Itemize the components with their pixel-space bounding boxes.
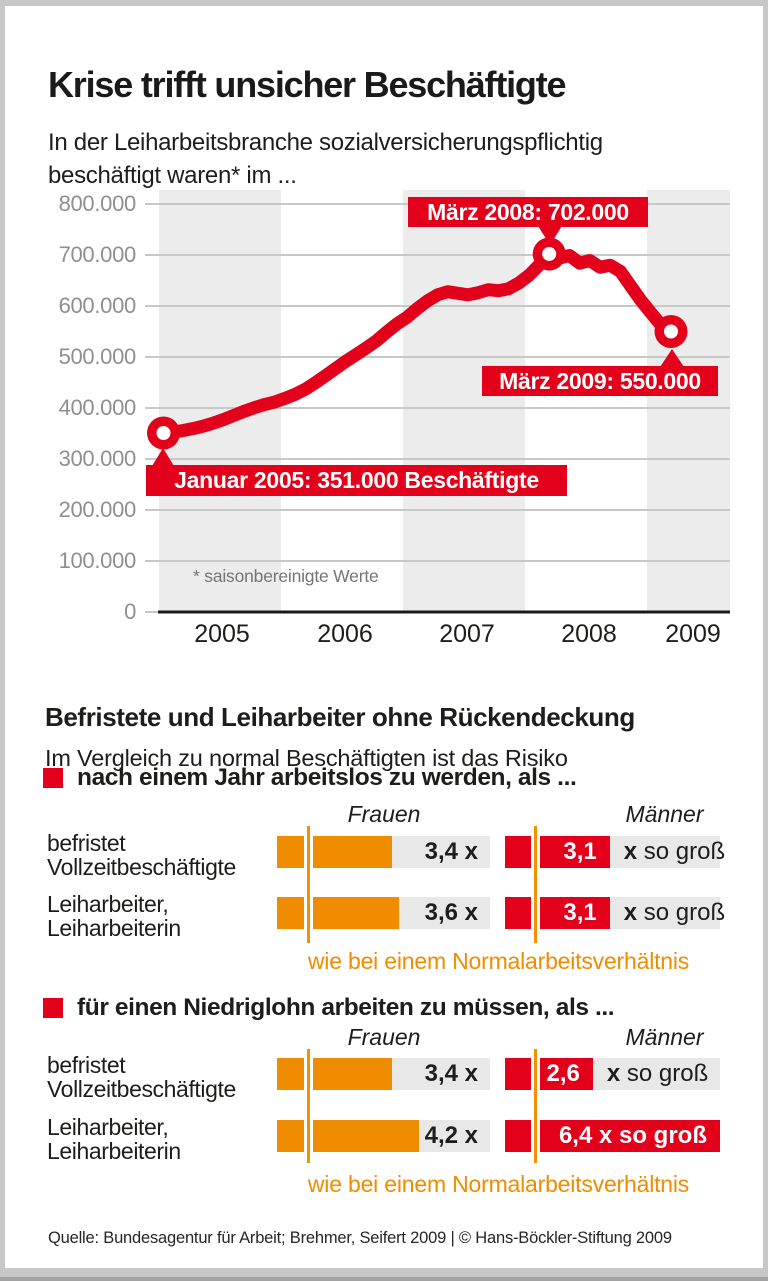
- page-title: Krise trifft unsicher Beschäftigte: [48, 64, 567, 106]
- bar-value: 3,1: [563, 838, 597, 865]
- reference-caption: wie bei einem Normalarbeitsverhältnis: [307, 1171, 690, 1197]
- bar-fill: [277, 1120, 419, 1152]
- subtitle-line-2: beschäftigt waren* im ...: [48, 161, 297, 189]
- column-header-frauen: Frauen: [347, 801, 421, 827]
- risk-section-intro: Im Vergleich zu normal Beschäftigten ist…: [45, 744, 568, 771]
- row-label: befristet Vollzeitbeschäftigte: [47, 1052, 236, 1102]
- annotation-pointer-icon: [538, 226, 562, 245]
- bar-fill: [505, 1120, 720, 1152]
- annotation-label: Januar 2005: 351.000 Beschäftigte: [174, 467, 539, 493]
- y-axis-tick-label: 100.000: [58, 548, 137, 573]
- reference-line-1x: [531, 1049, 540, 1163]
- risk-bar-maenner: 3,1 x so groß: [505, 836, 725, 868]
- bar-value: 3,4 x: [424, 838, 478, 865]
- x-axis-year-label: 2008: [561, 620, 617, 648]
- bar-value: 2,6: [546, 1060, 580, 1087]
- y-axis-tick-label: 400.000: [58, 395, 137, 420]
- x-axis-year-label: 2006: [317, 620, 373, 648]
- annotation-januar-2005: Januar 2005: 351.000 Beschäftigte: [146, 448, 567, 496]
- annotation-pointer-icon: [660, 349, 684, 367]
- red-square-bullet-icon: [43, 998, 63, 1018]
- risk-bullet-1: nach einem Jahr arbeitslos zu werden, al…: [77, 764, 577, 791]
- source-credit: Quelle: Bundesagentur für Arbeit; Brehme…: [48, 1229, 672, 1247]
- chart-footnote: * saisonbereinigte Werte: [193, 566, 379, 586]
- y-axis-tick-label: 600.000: [58, 293, 137, 318]
- column-header-maenner: Männer: [625, 1024, 704, 1050]
- bar-fill: [277, 1058, 392, 1090]
- subtitle-line-1: In der Leiharbeitsbranche sozialversiche…: [48, 129, 603, 156]
- bar-value: 3,1: [563, 899, 597, 926]
- reference-line-1x: [304, 1049, 313, 1163]
- reference-line-1x: [531, 826, 540, 943]
- reference-line-1x: [304, 826, 313, 943]
- bar-fill: [505, 897, 610, 929]
- y-axis-tick-label: 500.000: [58, 344, 137, 369]
- bar-value: 3,6 x: [424, 899, 478, 926]
- bar-value: 3,4 x: [424, 1060, 478, 1087]
- risk-bar-maenner: 3,1 x so groß: [505, 897, 725, 929]
- bar-fill: [277, 897, 399, 929]
- y-axis-tick-label: 800.000: [58, 191, 137, 216]
- reference-caption: wie bei einem Normalarbeitsverhältnis: [307, 948, 690, 974]
- page-bottom-edge: [0, 1277, 768, 1281]
- bar-value: 6,4 x so groß: [558, 1122, 707, 1149]
- x-axis-year-label: 2007: [439, 620, 495, 648]
- bar-suffix: x so groß: [606, 1060, 709, 1087]
- subtitle: In der Leiharbeitsbranche sozialversiche…: [48, 127, 603, 192]
- x-axis-year-label: 2009: [665, 620, 721, 648]
- column-header-frauen: Frauen: [347, 1024, 421, 1050]
- bar-fill: [505, 1058, 593, 1090]
- row-label: befristet Vollzeitbeschäftigte: [47, 830, 236, 880]
- bar-value: 4,2 x: [424, 1122, 478, 1149]
- annotation-label: März 2009: 550.000: [499, 367, 701, 394]
- annotation-label: März 2008: 702.000: [427, 198, 629, 225]
- bar-fill: [277, 836, 392, 868]
- y-axis-tick-label: 300.000: [58, 446, 137, 471]
- bar-suffix: x so groß: [623, 838, 726, 865]
- annotation-pointer-icon: [152, 448, 174, 466]
- column-header-maenner: Männer: [625, 801, 704, 827]
- y-axis-tick-label: 200.000: [58, 497, 137, 522]
- red-square-bullet-icon: [43, 768, 63, 788]
- risk-bar-maenner: 2,6 x so groß: [505, 1058, 720, 1090]
- x-axis-year-label: 2005: [194, 620, 250, 648]
- bar-suffix: x so groß: [623, 899, 726, 926]
- risk-bar-maenner: 6,4 x so groß: [505, 1120, 720, 1152]
- bar-fill: [505, 836, 610, 868]
- risk-bullet-2: für einen Niedriglohn arbeiten zu müssen…: [77, 994, 615, 1021]
- risk-section-heading: Befristete und Leiharbeiter ohne Rückend…: [45, 701, 635, 732]
- employment-line-chart: [145, 190, 730, 614]
- y-axis-tick-label: 700.000: [58, 242, 137, 267]
- row-label: Leiharbeiter, Leiharbeiterin: [47, 1114, 181, 1164]
- y-axis-tick-label: 0: [124, 599, 136, 624]
- annotation-maerz-2009: März 2009: 550.000: [482, 349, 718, 396]
- row-label: Leiharbeiter, Leiharbeiterin: [47, 891, 181, 941]
- annotation-maerz-2008: März 2008: 702.000: [408, 197, 648, 245]
